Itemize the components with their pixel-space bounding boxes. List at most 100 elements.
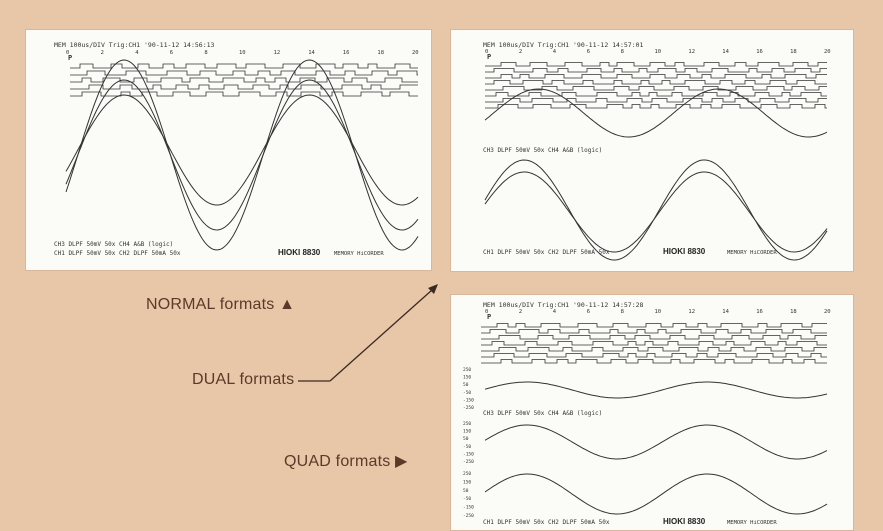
y-scale-label: 50 xyxy=(463,436,469,442)
axis-tick-label: 16 xyxy=(756,49,763,55)
axis-tick-label: 16 xyxy=(343,50,350,56)
normal-format-display: MEM 100us/DIV Trig:CH1 '90-11-12 14:56:1… xyxy=(54,41,419,257)
axis-tick-label: 12 xyxy=(274,50,281,56)
axis-tick-label: 0 xyxy=(485,49,488,55)
axis-tick-label: 2 xyxy=(519,309,522,315)
dual-brand: HIOKI 8830 xyxy=(663,247,706,256)
logic-trace xyxy=(481,359,827,364)
axis-tick-label: 14 xyxy=(722,49,729,55)
quad-analog-traces: 25015050-50-150-25025015050-50-150-25025… xyxy=(463,367,828,519)
logic-trace xyxy=(70,91,418,97)
dual-header: MEM 100us/DIV Trig:CH1 '90-11-12 14:57:0… xyxy=(483,41,644,49)
axis-tick-label: 20 xyxy=(412,50,419,56)
axis-tick-label: 8 xyxy=(204,50,207,56)
axis-tick-label: 10 xyxy=(655,49,662,55)
dual-analog-traces xyxy=(484,88,828,261)
logic-trace xyxy=(485,104,827,109)
logic-trace xyxy=(70,70,418,76)
axis-tick-label: 18 xyxy=(377,50,384,56)
quad-formats-caption: QUAD formats ▶ xyxy=(284,453,408,470)
normal-axis-ticks: 0 2 4 6 8 10 12 14 16 18 20 xyxy=(66,50,419,56)
normal-formats-caption: NORMAL formats ▲ xyxy=(146,296,296,313)
normal-footer-line2: CH1 DLPF 50mV 50x CH2 DLPF 50mA 50x xyxy=(54,250,181,257)
quad-ch1-trace xyxy=(484,381,828,399)
dual-format-screenshot: MEM 100us/DIV Trig:CH1 '90-11-12 14:57:0… xyxy=(451,30,853,271)
y-scale-label: -250 xyxy=(463,405,474,411)
y-scale-label: -50 xyxy=(463,496,471,502)
dual-format-display: MEM 100us/DIV Trig:CH1 '90-11-12 14:57:0… xyxy=(483,41,831,261)
logic-trace xyxy=(481,341,827,346)
axis-tick-label: 4 xyxy=(553,49,557,55)
axis-tick-label: 12 xyxy=(688,49,695,55)
axis-tick-label: 14 xyxy=(722,309,729,315)
axis-tick-label: 18 xyxy=(790,49,797,55)
axis-tick-label: 20 xyxy=(824,309,831,315)
logic-trace xyxy=(485,80,827,85)
quad-mid-label: CH3 DLPF 50mV 50x CH4 A&B (logic) xyxy=(483,410,602,417)
ch1-trace xyxy=(65,59,419,251)
axis-tick-label: 12 xyxy=(688,309,695,315)
dual-lower-trace-b xyxy=(484,171,828,253)
dual-footer: CH1 DLPF 50mV 50x CH2 DLPF 50mA 50x xyxy=(483,249,610,256)
normal-brand-sub: MEMORY HiCORDER xyxy=(334,251,384,257)
arrowhead-icon xyxy=(428,284,438,294)
y-scale-label: -250 xyxy=(463,513,474,519)
normal-trigger-marker: P xyxy=(68,54,72,62)
logic-trace xyxy=(485,62,827,67)
axis-tick-label: 8 xyxy=(621,49,624,55)
dual-upper-trace xyxy=(484,88,828,138)
y-scale-label: -150 xyxy=(463,451,474,457)
axis-tick-label: 0 xyxy=(485,309,488,315)
quad-brand: HIOKI 8830 xyxy=(663,517,706,526)
dual-formats-caption: DUAL formats xyxy=(192,371,295,388)
axis-tick-label: 20 xyxy=(824,49,831,55)
normal-analog-traces xyxy=(65,59,419,251)
axis-tick-label: 2 xyxy=(519,49,522,55)
axis-tick-label: 6 xyxy=(587,49,590,55)
y-scale-label: 50 xyxy=(463,488,469,494)
axis-tick-label: 18 xyxy=(790,309,797,315)
y-scale-label: 150 xyxy=(463,429,471,435)
quad-brand-sub: MEMORY HiCORDER xyxy=(727,520,777,526)
logic-trace xyxy=(485,86,827,91)
normal-format-screenshot: MEM 100us/DIV Trig:CH1 '90-11-12 14:56:1… xyxy=(26,30,431,270)
dual-brand-sub: MEMORY HiCORDER xyxy=(727,250,777,256)
axis-tick-label: 0 xyxy=(66,50,69,56)
axis-tick-label: 14 xyxy=(308,50,315,56)
normal-footer-line1: CH3 DLPF 50mV 50x CH4 A&B (logic) xyxy=(54,241,173,248)
y-scale-label: -50 xyxy=(463,390,471,396)
y-scale-label: 50 xyxy=(463,382,469,388)
logic-trace xyxy=(70,77,418,83)
logic-trace xyxy=(70,63,418,69)
normal-brand: HIOKI 8830 xyxy=(278,248,321,257)
logic-trace xyxy=(485,68,827,73)
logic-trace xyxy=(481,347,827,352)
dual-mid-label: CH3 DLPF 50mV 50x CH4 A&B (logic) xyxy=(483,147,602,154)
logic-trace xyxy=(70,84,418,90)
dual-axis-ticks: 0 2 4 6 8 10 12 14 16 18 20 xyxy=(485,49,831,55)
axis-tick-label: 4 xyxy=(135,50,139,56)
y-scale-label: 150 xyxy=(463,479,471,485)
logic-trace xyxy=(485,74,827,79)
quad-logic-traces xyxy=(481,323,827,364)
normal-header: MEM 100us/DIV Trig:CH1 '90-11-12 14:56:1… xyxy=(54,41,215,49)
logic-trace xyxy=(485,92,827,97)
axis-tick-label: 10 xyxy=(239,50,246,56)
axis-tick-label: 6 xyxy=(170,50,173,56)
y-scale-label: 150 xyxy=(463,375,471,381)
axis-tick-label: 16 xyxy=(756,309,763,315)
axis-tick-label: 2 xyxy=(101,50,104,56)
y-scale-label: 250 xyxy=(463,471,471,477)
quad-axis-ticks: 0 2 4 6 8 10 12 14 16 18 20 xyxy=(485,309,831,315)
quad-footer: CH1 DLPF 50mV 50x CH2 DLPF 50mA 50x xyxy=(483,519,610,526)
quad-trigger-marker: P xyxy=(487,313,491,321)
dual-trigger-marker: P xyxy=(487,53,491,61)
axis-tick-label: 4 xyxy=(553,309,557,315)
y-scale-label: -150 xyxy=(463,397,474,403)
ch3-trace xyxy=(65,94,419,206)
y-scale-label: -150 xyxy=(463,505,474,511)
y-scale-label: -50 xyxy=(463,444,471,450)
logic-trace xyxy=(481,335,827,340)
quad-header: MEM 100us/DIV Trig:CH1 '90-11-12 14:57:2… xyxy=(483,301,644,309)
